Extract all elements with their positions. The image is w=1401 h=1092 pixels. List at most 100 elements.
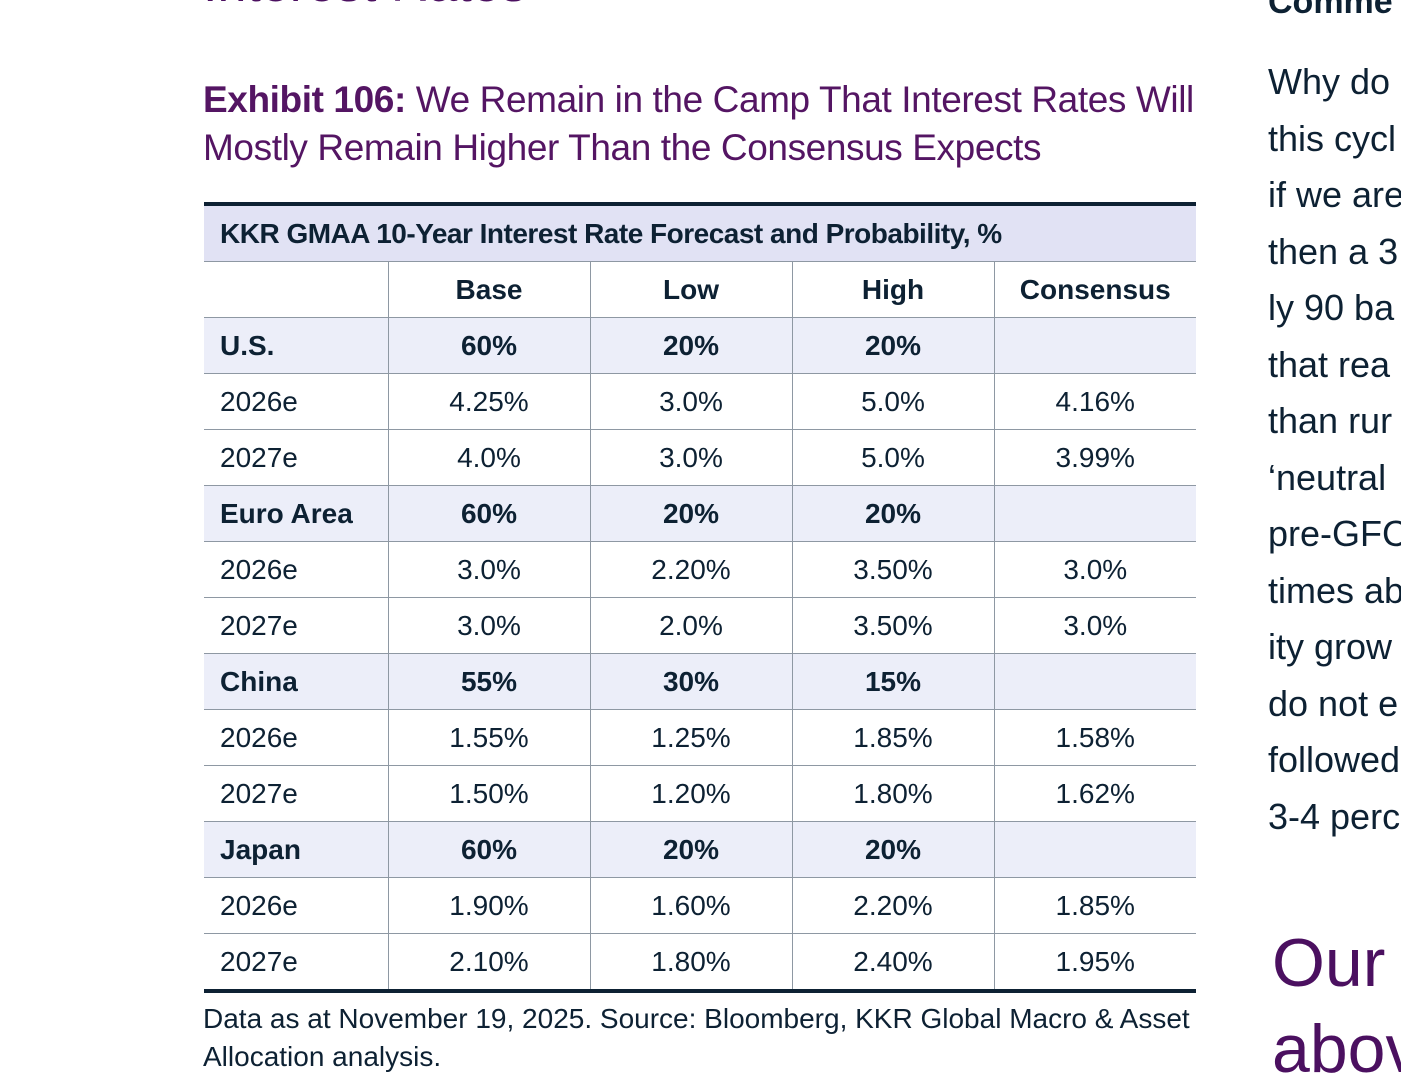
cell-consensus: 1.62% [993, 765, 1197, 822]
cell-low: 1.60% [589, 877, 792, 934]
cell-base: 1.90% [387, 877, 590, 934]
cell-high: 5.0% [791, 373, 994, 430]
side-text-line: ly 90 ba [1268, 287, 1395, 328]
cell-high: 1.80% [791, 765, 994, 822]
cell-high: 20% [791, 317, 994, 374]
exhibit-title: Exhibit 106: We Remain in the Camp That … [203, 76, 1203, 172]
column-header-consensus: Consensus [993, 261, 1197, 318]
cell-low: 1.20% [589, 765, 792, 822]
exhibit-label: Exhibit 106: [203, 79, 406, 120]
year-row: 2027e 2.10% 1.80% 2.40% 1.95% [204, 933, 1197, 991]
cell-base: 60% [387, 317, 590, 374]
cell-high: 1.85% [791, 709, 994, 766]
table-header-row: Base Low High Consensus [204, 261, 1197, 318]
cell-high: 3.50% [791, 541, 994, 598]
cell-label: Japan [204, 821, 388, 878]
cell-label: 2027e [220, 945, 298, 977]
cell-label: 2026e [204, 541, 388, 598]
cell-low: 20% [589, 317, 792, 374]
pull-quote-line: abov [1272, 1011, 1401, 1087]
side-column-body: Why do this cycl if we are then a 3 ly 90 ba… [1268, 59, 1401, 850]
cell-label: U.S. [204, 317, 388, 374]
region-row: Euro Area 60% 20% 20% [204, 485, 1197, 542]
cell-base: 4.0% [387, 429, 590, 486]
cell-high: 2.20% [791, 877, 994, 934]
cell-consensus [993, 821, 1197, 878]
side-text-line: ity grow [1268, 626, 1393, 667]
cell-label: China [204, 653, 388, 710]
side-text-line: followed [1268, 739, 1401, 780]
year-row: 2027e 3.0% 2.0% 3.50% 3.0% [204, 597, 1197, 654]
cell-consensus [993, 485, 1197, 542]
cell-label: 2026e [204, 709, 388, 766]
cell-low: 30% [589, 653, 792, 710]
cell-base: 4.25% [387, 373, 590, 430]
cell-consensus: 3.0% [993, 597, 1197, 654]
cell-consensus: 1.58% [993, 709, 1197, 766]
cell-low: 20% [589, 821, 792, 878]
pull-quote-line: Our [1272, 925, 1386, 1001]
region-row: U.S. 60% 20% 20% [204, 317, 1197, 374]
year-row: 2026e 3.0% 2.20% 3.50% 3.0% [204, 541, 1197, 598]
cell-high: 15% [791, 653, 994, 710]
cell-base: 2.10% [387, 933, 590, 991]
cell-base: 3.0% [387, 541, 590, 598]
cell-low: 3.0% [589, 429, 792, 486]
cell-consensus: 1.95% [993, 933, 1197, 991]
cell-base: 60% [387, 485, 590, 542]
cell-label: Euro Area [204, 485, 388, 542]
cell-base: 3.0% [387, 597, 590, 654]
side-text-line: 3-4 perc [1268, 795, 1401, 837]
side-text-line: if we are [1268, 174, 1401, 215]
cell-label: 2027e [204, 765, 388, 822]
cell-consensus: 4.16% [993, 373, 1197, 430]
cell-base: 55% [387, 653, 590, 710]
region-row: China 55% 30% 15% [204, 653, 1197, 710]
year-row: 2026e 1.55% 1.25% 1.85% 1.58% [204, 709, 1197, 766]
cell-high: 3.50% [791, 597, 994, 654]
side-pull-quote: Our abov [1272, 920, 1401, 1092]
region-row: Japan 60% 20% 20% [204, 821, 1197, 878]
side-text-line: then a 3 [1268, 230, 1399, 272]
cell-label: 2027e [204, 597, 388, 654]
side-text-line: this cycl [1268, 117, 1397, 159]
cell-high: 2.40% [791, 933, 994, 991]
cell-base: 1.50% [387, 765, 590, 822]
year-row: 2026e 4.25% 3.0% 5.0% 4.16% [204, 373, 1197, 430]
cell-low: 3.0% [589, 373, 792, 430]
forecast-table: KKR GMAA 10-Year Interest Rate Forecast … [204, 202, 1197, 993]
side-text-line: times ab [1268, 569, 1401, 611]
cell-base: 60% [387, 821, 590, 878]
cell-consensus [993, 317, 1197, 374]
table-title: KKR GMAA 10-Year Interest Rate Forecast … [204, 204, 1197, 262]
side-text-line: that rea [1268, 343, 1391, 385]
cell-low: 1.80% [589, 933, 792, 991]
cell-low: 20% [589, 485, 792, 542]
cell-high: 5.0% [791, 429, 994, 486]
cell-consensus: 3.99% [993, 429, 1197, 486]
cell-label: 2026e [204, 373, 388, 430]
cell-base: 1.55% [387, 709, 590, 766]
column-header-high: High [791, 261, 994, 318]
source-note: Data as at November 19, 2025. Source: Bl… [203, 1003, 1190, 1072]
cell-low: 2.0% [589, 597, 792, 654]
side-text-line: Why do [1268, 61, 1391, 102]
column-header-base: Base [387, 261, 590, 318]
cell-consensus: 1.85% [993, 877, 1197, 934]
year-row: 2026e 1.90% 1.60% 2.20% 1.85% [204, 877, 1197, 934]
column-header-low: Low [589, 261, 792, 318]
section-heading: Interest Rates [203, 0, 527, 10]
side-text-line: than rur [1268, 400, 1393, 441]
cell-label: 2026e [204, 877, 388, 934]
cell-high: 20% [791, 485, 994, 542]
cell-consensus: 3.0% [993, 541, 1197, 598]
side-column-heading: Comme [1268, 0, 1393, 21]
table-title-row: KKR GMAA 10-Year Interest Rate Forecast … [204, 204, 1197, 262]
cell-low: 2.20% [589, 541, 792, 598]
cell-consensus [993, 653, 1197, 710]
side-text-line: do not e [1268, 682, 1399, 724]
cell-high: 20% [791, 821, 994, 878]
column-header-blank [204, 261, 388, 318]
cell-low: 1.25% [589, 709, 792, 766]
side-text-line: pre-GFC [1268, 513, 1401, 554]
